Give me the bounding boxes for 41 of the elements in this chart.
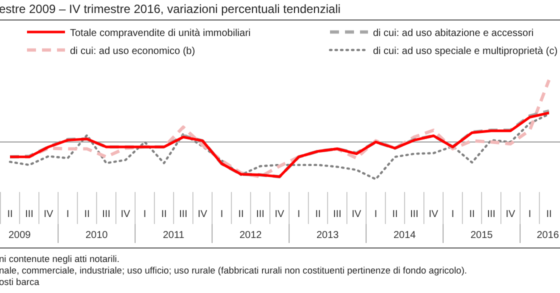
- x-tick-label: I: [451, 209, 454, 220]
- legend-label: di cui: ad uso abitazione e accessori: [373, 28, 534, 39]
- text: 2009: [8, 230, 32, 241]
- x-tick-label: IV: [120, 209, 131, 220]
- x-tick-label: III: [410, 209, 418, 220]
- x-tick-label: IV: [274, 209, 285, 220]
- x-tick-label: II: [392, 209, 398, 220]
- text: 2015: [470, 230, 494, 241]
- x-tick-label: II: [546, 209, 552, 220]
- x-tick-label: I: [143, 209, 146, 220]
- legend-label: di cui: ad uso economico (b): [70, 46, 196, 57]
- x-tick-label: I: [374, 209, 378, 220]
- x-tick-label: I: [528, 209, 532, 220]
- text: 2011: [162, 230, 185, 241]
- text: 2012: [240, 230, 262, 241]
- x-tick-label: II: [84, 209, 90, 220]
- x-tick-label: III: [256, 209, 264, 220]
- x-tick-label: I: [220, 209, 224, 220]
- x-tick-label: IV: [428, 209, 439, 220]
- x-tick-label: III: [179, 209, 188, 220]
- legend-label: Totale compravendite di unità immobiliari: [70, 28, 251, 39]
- text: 2014: [394, 230, 416, 241]
- x-tick-label: II: [469, 209, 475, 220]
- x-tick-label: II: [7, 209, 13, 220]
- x-tick-label: III: [487, 209, 496, 220]
- text: 2013: [316, 230, 340, 241]
- x-tick-label: IV: [44, 209, 54, 220]
- x-tick-label: I: [66, 209, 70, 220]
- legend-label: di cui: ad uso speciale e multiproprietà (c): [373, 46, 558, 57]
- x-tick-label: II: [315, 209, 321, 220]
- x-tick-label: II: [238, 209, 244, 220]
- x-tick-label: II: [161, 209, 167, 220]
- x-tick-label: IV: [198, 209, 208, 220]
- x-tick-label: IV: [352, 209, 362, 220]
- text: 2010: [86, 230, 108, 241]
- x-tick-label: III: [25, 209, 34, 220]
- text: 2016: [536, 230, 560, 241]
- x-tick-label: III: [333, 209, 342, 220]
- x-tick-label: IV: [506, 209, 516, 220]
- x-tick-label: III: [102, 209, 110, 220]
- x-tick-label: I: [297, 209, 300, 220]
